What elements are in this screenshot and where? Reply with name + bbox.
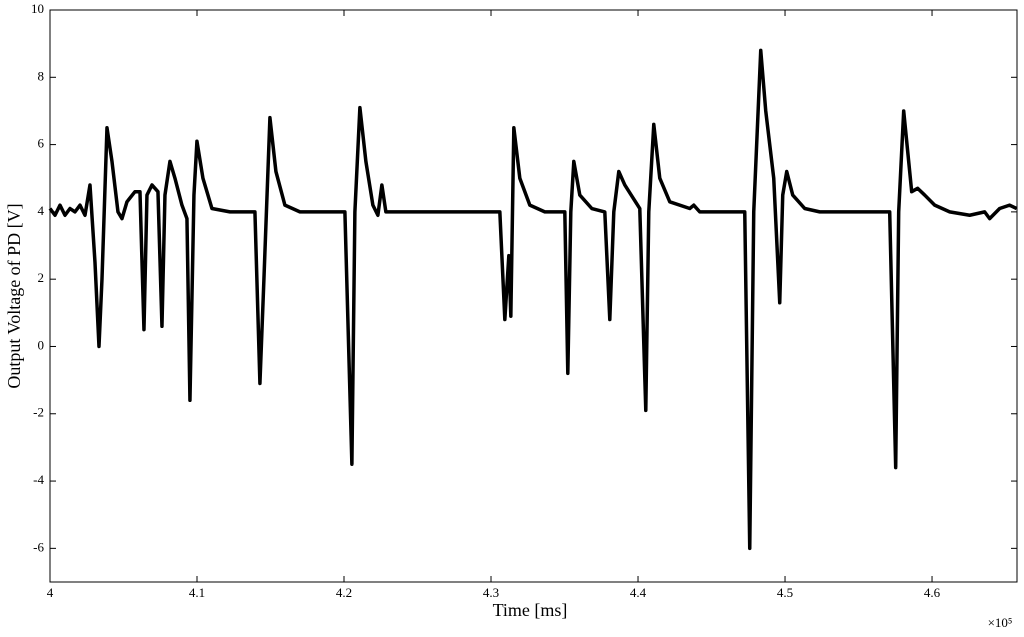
y-tick-label: -2 — [33, 405, 44, 420]
x-tick-label: 4 — [47, 585, 54, 600]
y-tick-label: 4 — [38, 203, 45, 218]
x-axis-label: Time [ms] — [493, 600, 568, 620]
x-tick-label: 4.6 — [924, 585, 941, 600]
x-tick-label: 4.5 — [777, 585, 793, 600]
plot-frame — [49, 9, 1018, 583]
x-tick-label: 4.3 — [483, 585, 499, 600]
data-line — [48, 48, 1018, 551]
x-tick-label: 4.2 — [336, 585, 352, 600]
x-tick-label: 4.4 — [630, 585, 647, 600]
y-tick-label: 6 — [38, 136, 45, 151]
y-tick-label: 2 — [38, 270, 45, 285]
y-tick-label: 8 — [38, 68, 45, 83]
y-tick-label: -4 — [33, 472, 44, 487]
x-tick-label: 4.1 — [189, 585, 205, 600]
y-tick-label: 10 — [31, 1, 44, 16]
y-tick-label: 0 — [38, 337, 45, 352]
y-tick-label: -6 — [33, 539, 44, 554]
y-axis-label: Output Voltage of PD [V] — [4, 203, 24, 388]
x-multiplier: ×10⁵ — [988, 615, 1013, 630]
